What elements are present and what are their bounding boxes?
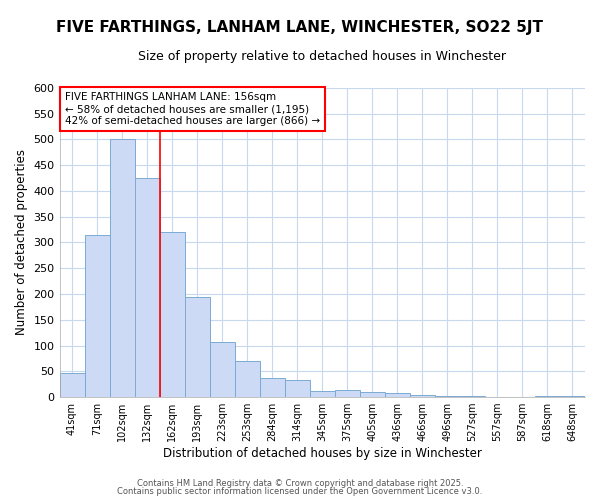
Text: FIVE FARTHINGS LANHAM LANE: 156sqm
← 58% of detached houses are smaller (1,195)
: FIVE FARTHINGS LANHAM LANE: 156sqm ← 58%… [65,92,320,126]
Bar [435,396,460,397]
Bar [535,396,560,397]
Bar [235,361,260,397]
Bar [410,394,435,397]
Text: Contains HM Land Registry data © Crown copyright and database right 2025.: Contains HM Land Registry data © Crown c… [137,478,463,488]
Bar [260,378,285,397]
Y-axis label: Number of detached properties: Number of detached properties [15,150,28,336]
Bar [110,140,134,397]
Bar [160,232,185,397]
Bar [335,390,360,397]
Bar [209,342,235,397]
Bar [560,396,585,397]
Bar [285,380,310,397]
Bar [510,396,535,397]
Bar [460,396,485,397]
X-axis label: Distribution of detached houses by size in Winchester: Distribution of detached houses by size … [163,447,482,460]
Text: FIVE FARTHINGS, LANHAM LANE, WINCHESTER, SO22 5JT: FIVE FARTHINGS, LANHAM LANE, WINCHESTER,… [56,20,544,35]
Bar [485,396,510,397]
Bar [134,178,160,397]
Bar [360,392,385,397]
Bar [185,296,209,397]
Title: Size of property relative to detached houses in Winchester: Size of property relative to detached ho… [138,50,506,63]
Bar [385,393,410,397]
Bar [85,234,110,397]
Text: Contains public sector information licensed under the Open Government Licence v3: Contains public sector information licen… [118,487,482,496]
Bar [310,391,335,397]
Bar [59,373,85,397]
